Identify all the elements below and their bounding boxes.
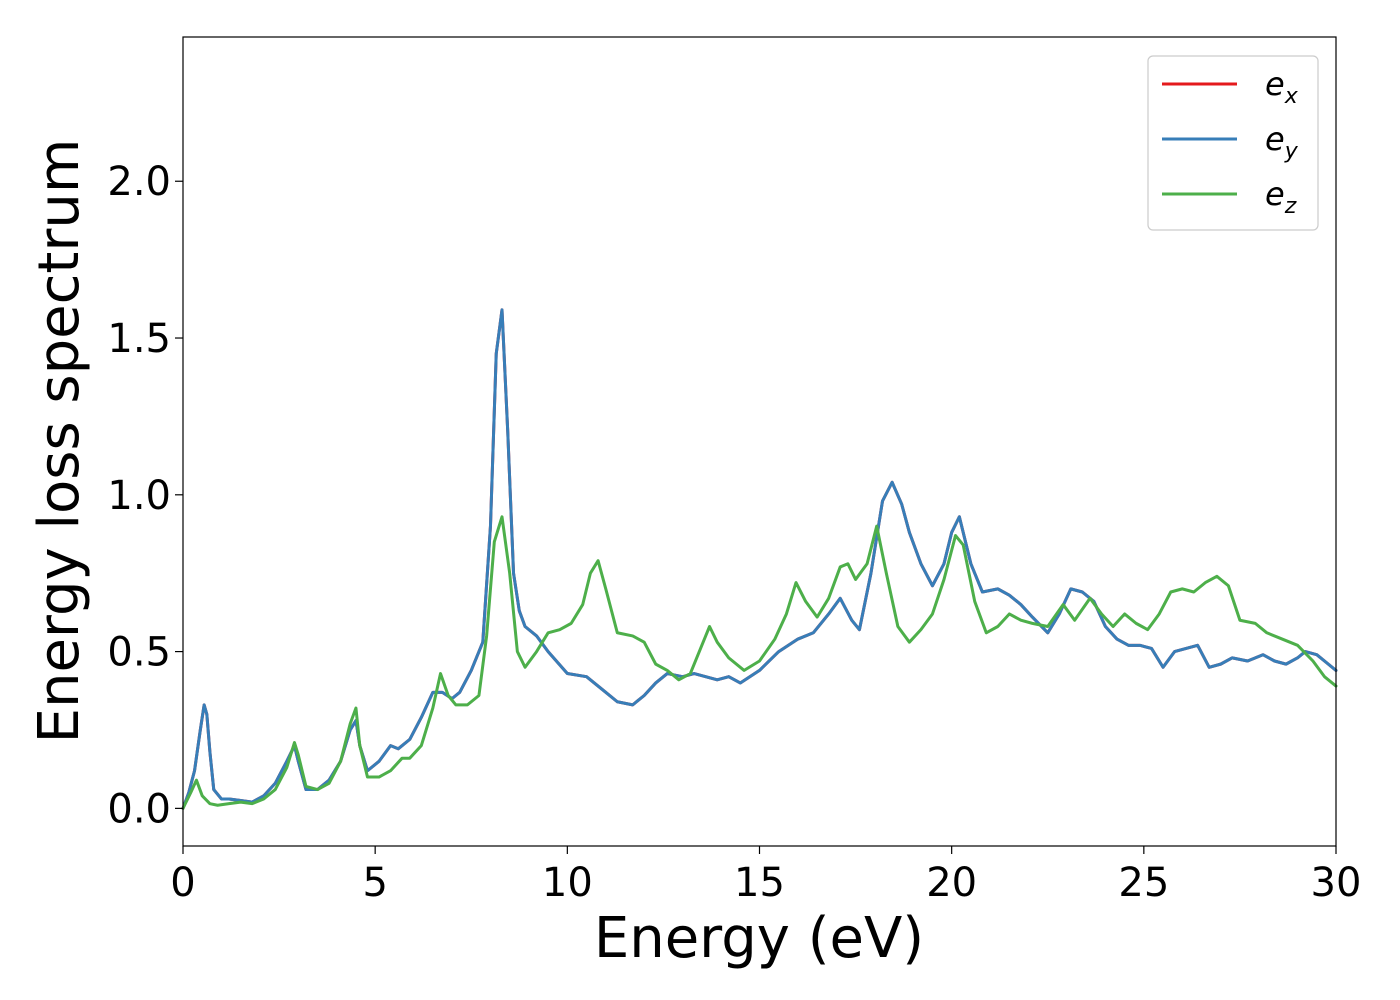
axes-layer: 0 5 10 15 20 25 30 0.0 0.5 1.0 1.5 2.0 [107,36,1362,906]
y-tick-label: 0.0 [107,786,171,832]
y-axis-label: Energy loss spectrum [27,139,92,744]
y-tick-label: 1.0 [107,473,171,519]
legend-subscript-x: x [1284,84,1299,109]
legend-label-y: ey [1265,120,1299,164]
x-tick-label: 10 [542,860,593,906]
y-tick-label: 2.0 [107,159,171,205]
y-tick-label: 0.5 [107,630,171,676]
x-tick-label: 15 [734,860,785,906]
legend-subscript-y: y [1284,139,1299,164]
y-tick-label: 1.5 [107,316,171,362]
series-layer [181,308,1338,810]
legend-label-x: ex [1265,65,1299,109]
x-axis-label: Energy (eV) [594,906,924,971]
x-tick-label: 25 [1118,860,1169,906]
x-tick-label: 20 [926,860,977,906]
legend-box [1147,55,1319,231]
x-tick-label: 0 [170,860,195,906]
series-line-ez [181,515,1338,810]
legend-subscript-z: z [1284,194,1297,219]
x-tick-label: 5 [362,860,387,906]
x-tick-label: 30 [1311,860,1362,906]
